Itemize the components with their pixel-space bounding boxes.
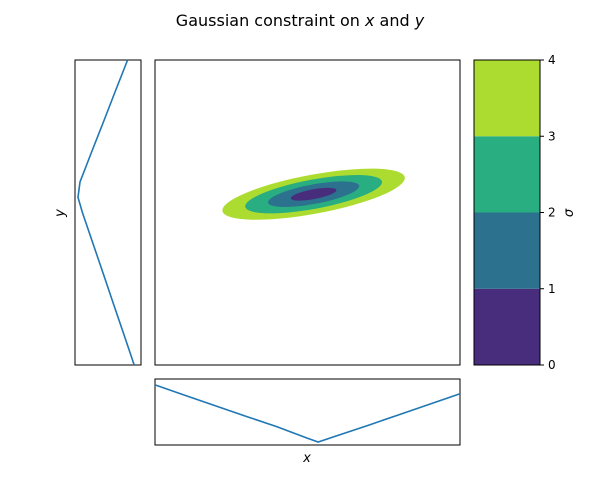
colorbar-tick-label: 0: [548, 358, 556, 372]
main-panel-frame: [154, 59, 461, 366]
colorbar-ticks: 0 1 2 3 4: [540, 53, 556, 372]
colorbar-tick-label: 3: [548, 129, 556, 143]
y-axis-label: y: [53, 209, 68, 218]
main-contour-panel: [154, 59, 461, 366]
contour-band-0-1-sigma: [290, 187, 337, 201]
y-marginal-frame: [74, 59, 142, 366]
colorbar-band-3-4: [474, 60, 540, 137]
colorbar-label: σ: [562, 208, 577, 217]
colorbar-band-1-2: [474, 212, 540, 289]
colorbar: 0 1 2 3 4 σ: [473, 53, 577, 372]
x-marginal-curve: [154, 384, 461, 443]
colorbar-bands: [474, 60, 540, 365]
y-marginal-curve: [77, 59, 135, 366]
colorbar-tick-label: 4: [548, 53, 556, 67]
colorbar-tick-label: 1: [548, 282, 556, 296]
colorbar-band-2-3: [474, 136, 540, 213]
x-marginal-frame: [154, 378, 461, 446]
chart-title: Gaussian constraint on x and y: [176, 11, 425, 30]
contour-fills: [222, 168, 405, 220]
x-axis-label: x: [302, 451, 311, 466]
colorbar-band-0-1: [474, 288, 540, 365]
colorbar-tick-label: 2: [548, 206, 556, 220]
y-marginal-panel: y: [53, 59, 142, 366]
x-marginal-panel: x: [154, 378, 461, 466]
